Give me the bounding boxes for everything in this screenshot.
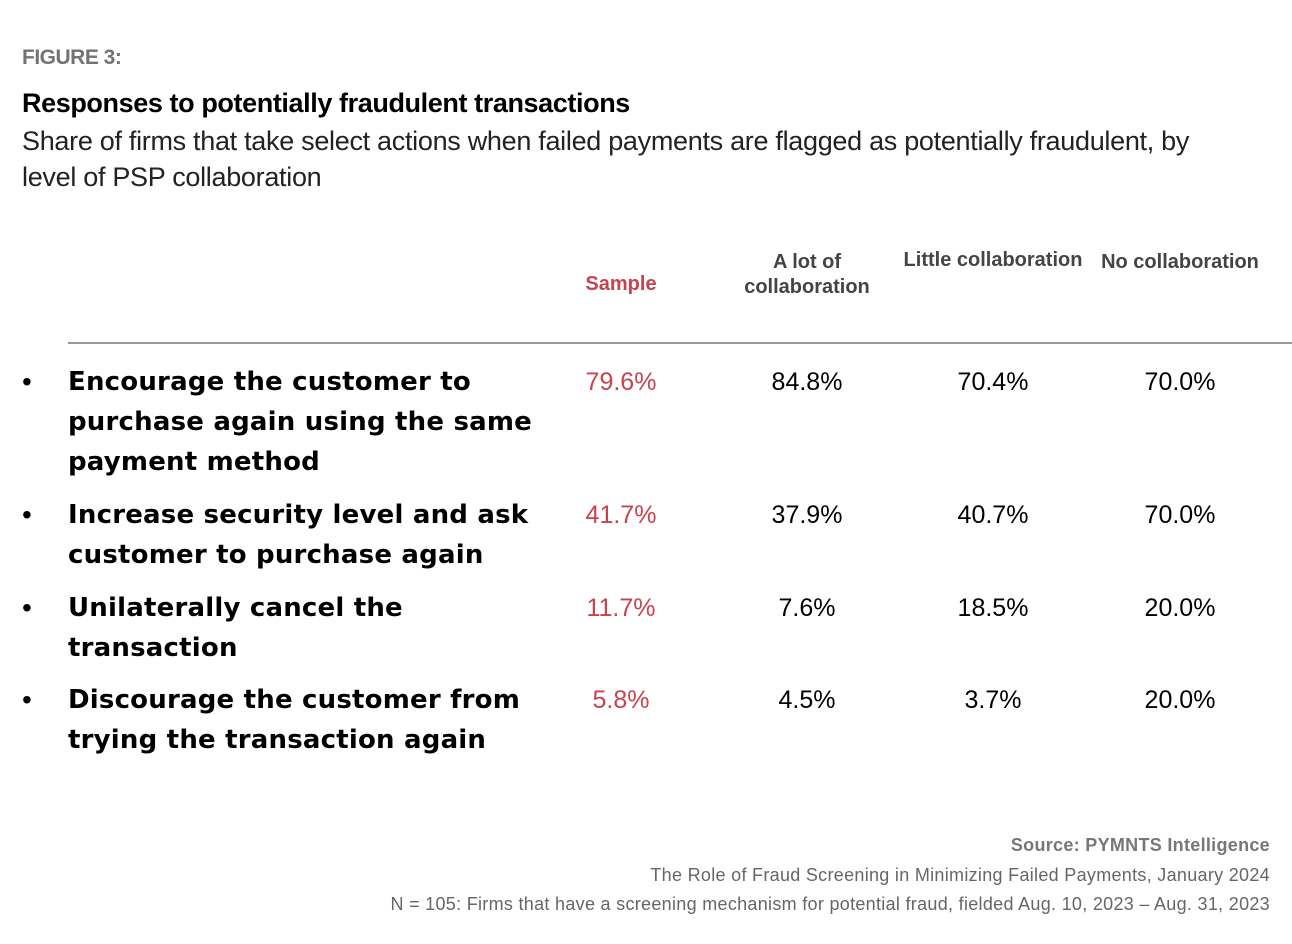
bullet-icon: • <box>22 592 32 623</box>
report-title: The Role of Fraud Screening in Minimizin… <box>650 865 1270 885</box>
bullet-icon: • <box>22 684 32 715</box>
row-label: Discourage the customer from trying the … <box>68 685 521 755</box>
column-header-little: Little collaboration <box>903 249 1083 271</box>
value-a-lot: 84.8% <box>771 368 843 396</box>
bullet-icon: • <box>22 499 32 530</box>
value-sample: 5.8% <box>592 686 650 714</box>
value-a-lot: 37.9% <box>771 501 843 529</box>
value-little: 18.5% <box>957 594 1029 622</box>
value-a-lot: 7.6% <box>778 594 836 622</box>
column-header-sample: Sample <box>585 273 657 295</box>
value-little: 70.4% <box>957 368 1029 396</box>
value-a-lot: 4.5% <box>778 686 836 714</box>
value-none: 20.0% <box>1144 686 1216 714</box>
value-little: 3.7% <box>964 686 1022 714</box>
value-none: 70.0% <box>1144 368 1216 396</box>
row-label: Encourage the customer to purchase again… <box>68 367 532 477</box>
column-header-a-lot: A lot of collaboration <box>744 251 870 298</box>
bullet-icon: • <box>22 366 32 397</box>
chart-subtitle: Share of firms that take select actions … <box>22 126 1190 192</box>
value-sample: 79.6% <box>585 368 657 396</box>
value-none: 20.0% <box>1144 594 1216 622</box>
row-label: Unilaterally cancel the transaction <box>68 593 403 663</box>
column-header-none: No collaboration <box>1101 251 1259 273</box>
header-divider <box>68 342 1292 344</box>
value-little: 40.7% <box>957 501 1029 529</box>
value-sample: 11.7% <box>586 594 656 622</box>
sample-note: N = 105: Firms that have a screening mec… <box>390 894 1270 914</box>
value-none: 70.0% <box>1144 501 1216 529</box>
chart-title: Responses to potentially fraudulent tran… <box>22 88 630 118</box>
figure-label: FIGURE 3: <box>22 46 122 69</box>
source-note: Source: PYMNTS Intelligence <box>1010 835 1270 855</box>
value-sample: 41.7% <box>585 501 657 529</box>
row-label: Increase security level and ask customer… <box>68 500 529 570</box>
